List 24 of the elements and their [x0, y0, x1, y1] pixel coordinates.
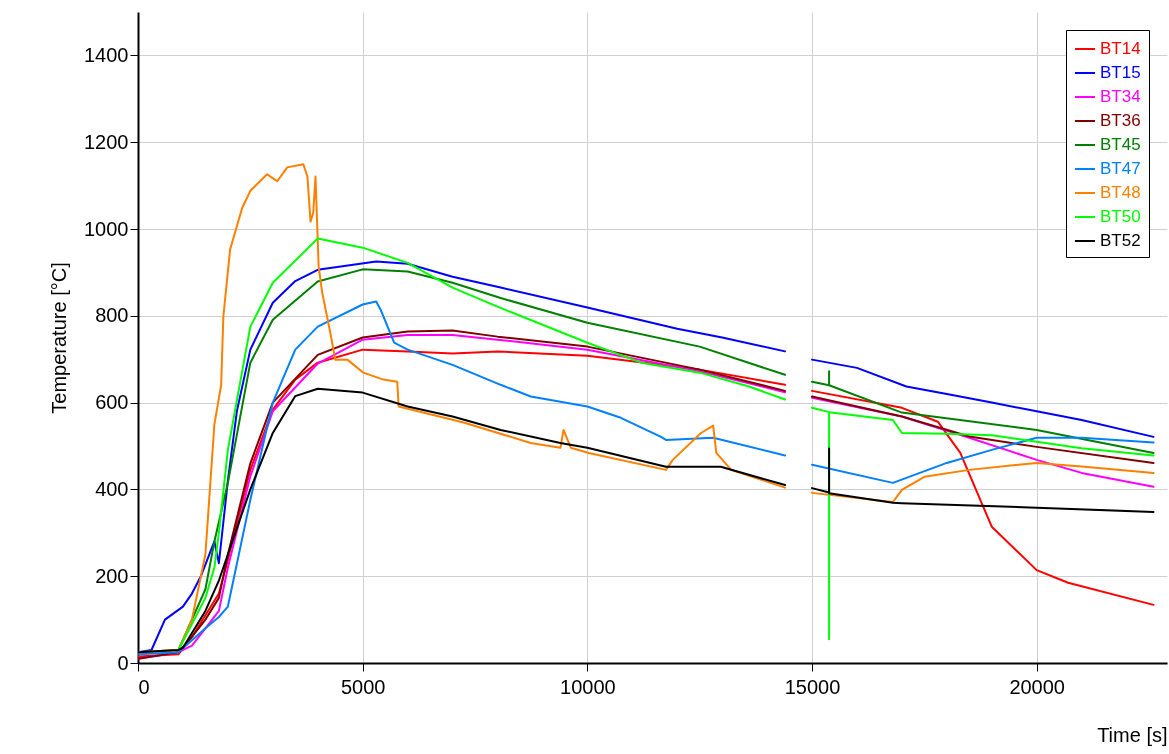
y-tick-label: 1000: [84, 217, 129, 240]
legend-label: BT34: [1100, 87, 1141, 106]
legend-label: BT47: [1100, 159, 1141, 178]
y-tick-label: 800: [95, 304, 129, 327]
y-tick-label: 400: [95, 477, 129, 500]
legend-label: BT36: [1100, 111, 1141, 130]
x-tick-label: 5000: [340, 675, 386, 698]
x-tick-label: 10000: [560, 675, 616, 698]
x-tick-label: 20000: [1009, 675, 1065, 698]
y-tick-label: 1400: [84, 43, 129, 66]
legend-label: BT15: [1100, 63, 1141, 82]
y-tick-label: 0: [117, 651, 129, 674]
legend-label: BT52: [1100, 231, 1141, 250]
legend-label: BT14: [1100, 39, 1141, 58]
legend-label: BT45: [1100, 135, 1141, 154]
legend-label: BT50: [1100, 207, 1141, 226]
y-tick-label: 1200: [84, 130, 129, 153]
x-tick-label: 15000: [784, 675, 841, 698]
x-tick-label: 0: [138, 675, 150, 698]
x-axis-title: Time [s]: [1097, 723, 1168, 746]
legend-label: BT48: [1100, 183, 1141, 202]
y-tick-label: 600: [95, 391, 129, 414]
y-axis-title: Temperature [°C]: [48, 262, 71, 414]
y-tick-label: 200: [95, 564, 129, 587]
